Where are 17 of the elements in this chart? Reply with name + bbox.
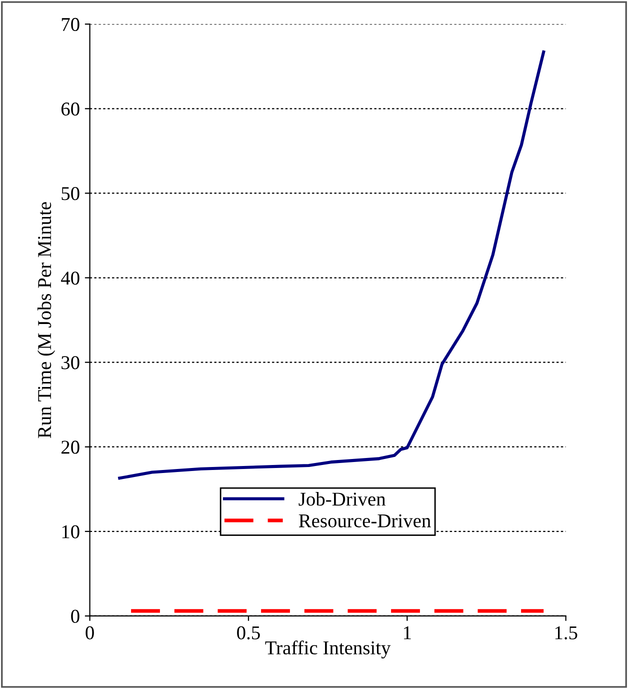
y-tick-label: 70	[62, 18, 80, 32]
y-tick-label: 30	[62, 356, 80, 370]
line-series	[118, 50, 546, 480]
y-tick-label: 20	[61, 440, 80, 454]
legend-label: Resource-Driven	[298, 514, 431, 528]
y-axis-title: Run Time (M Jobs Per Minute	[37, 202, 56, 438]
legend-label: Job-Driven	[298, 492, 386, 506]
x-tick-label: 0	[86, 626, 94, 640]
x-tick-label: 1.5	[555, 626, 578, 640]
y-tick-label: 50	[62, 187, 80, 200]
y-tick-label: 10	[62, 525, 80, 538]
y-tick-label: 40	[61, 272, 80, 285]
y-tick-label: 0	[71, 610, 80, 623]
x-tick-label: 1	[404, 626, 411, 640]
x-tick-label: 0.5	[237, 626, 260, 640]
y-tick-label: 60	[61, 102, 80, 116]
x-axis-title: Traffic Intensity	[265, 640, 391, 658]
